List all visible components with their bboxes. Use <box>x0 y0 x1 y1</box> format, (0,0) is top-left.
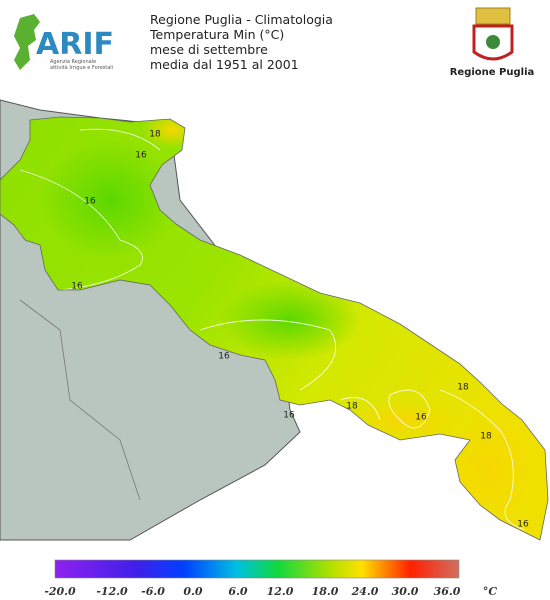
legend-tick: 30.0 <box>392 585 419 598</box>
legend-tick: 6.0 <box>228 585 247 598</box>
logo-subtitle: Agenzia Regionale <box>50 59 96 65</box>
contour-label: 16 <box>283 411 295 421</box>
contour-label: 18 <box>480 432 492 442</box>
contour-label: 18 <box>149 130 161 140</box>
contour-label: 16 <box>415 413 427 423</box>
logo-subtitle: attività Irrigue e Forestali <box>50 64 113 71</box>
logo: ARIF <box>36 27 114 62</box>
header-line: media dal 1951 al 2001 <box>150 57 299 72</box>
legend-tick: 24.0 <box>351 585 379 598</box>
legend-tick: 36.0 <box>434 585 461 598</box>
legend-unit: °C <box>483 585 498 598</box>
legend-tick: -12.0 <box>96 585 128 598</box>
contour-label: 16 <box>71 282 83 292</box>
colorbar <box>54 559 460 579</box>
logo-shape <box>14 14 40 70</box>
header-line: Regione Puglia - Climatologia <box>150 12 333 27</box>
legend-tick: -20.0 <box>44 585 76 598</box>
header-line: mese di settembre <box>150 42 268 57</box>
contour-label: 16 <box>84 197 96 207</box>
contour-label: 18 <box>457 383 469 393</box>
coat-of-arms <box>472 7 514 61</box>
contour-label: 18 <box>346 402 358 412</box>
legend-tick: 12.0 <box>267 585 294 598</box>
contour-label: 16 <box>218 352 230 362</box>
header-line: Temperatura Min (°C) <box>149 27 284 42</box>
legend-tick: 0.0 <box>183 585 202 598</box>
legend-tick: -6.0 <box>141 585 165 598</box>
contour-label: 16 <box>135 151 147 161</box>
region-label: Regione Puglia <box>450 67 535 78</box>
contour-label: 16 <box>517 520 529 530</box>
legend-tick: 18.0 <box>312 585 339 598</box>
